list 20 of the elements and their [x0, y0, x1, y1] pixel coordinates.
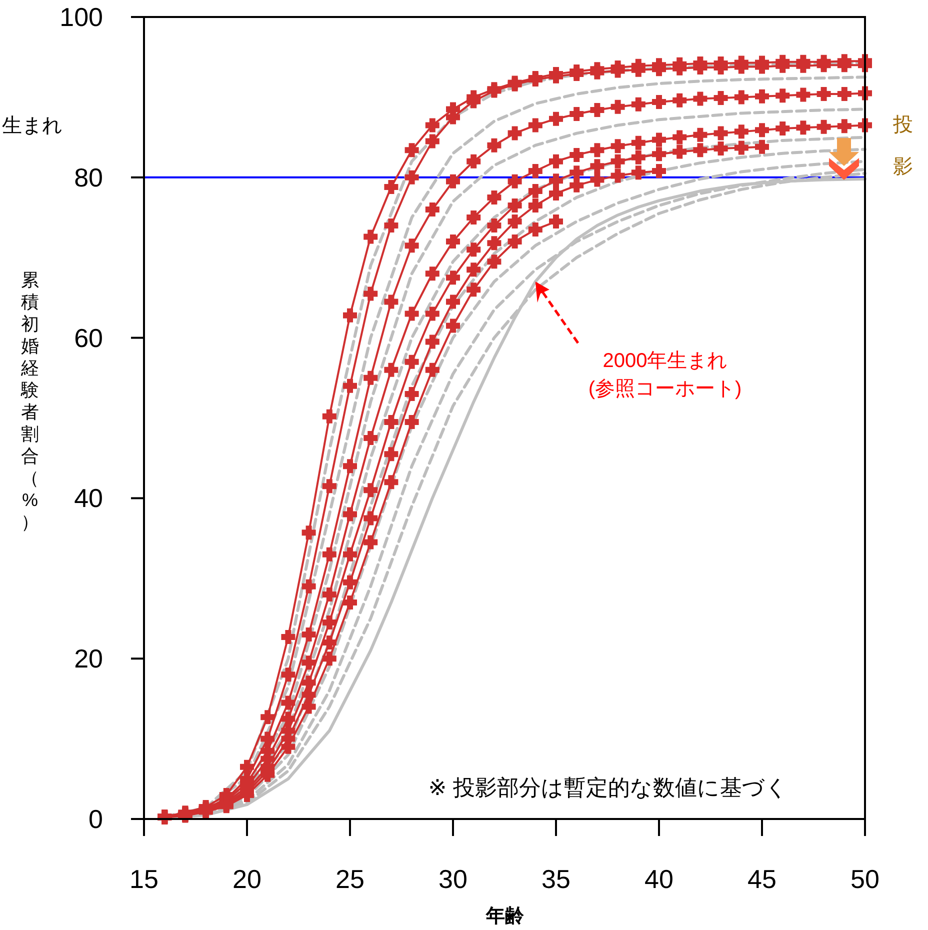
text: 投影 [892, 114, 913, 178]
y-tick-label: 20 [74, 644, 103, 674]
y-tick-label: 40 [74, 483, 103, 514]
x-tick-label: 20 [232, 864, 262, 894]
x-tick-label: 45 [748, 864, 776, 894]
annotation: ※ 投影部分は暫定的な数値に基づく [428, 775, 788, 800]
y-tick-label: 60 [74, 322, 103, 353]
x-tick-label: 50 [850, 864, 880, 894]
x-tick-label: 25 [336, 864, 364, 894]
x-axis-title: 年齢 [485, 906, 525, 927]
x-tick-label: 35 [542, 864, 570, 894]
y-tick-label: 0 [88, 804, 103, 834]
x-tick-label: 30 [438, 864, 468, 894]
x-tick-label: 40 [644, 864, 674, 894]
y-tick-label: 100 [60, 2, 103, 32]
text: 累積初婚経験者割合（%） [21, 270, 39, 532]
y-tick-label: 80 [74, 162, 103, 192]
annotation: 2000年生まれ (参照コーホート) [588, 350, 742, 400]
text: 生まれ [2, 115, 62, 137]
x-tick-label: 15 [130, 864, 158, 894]
